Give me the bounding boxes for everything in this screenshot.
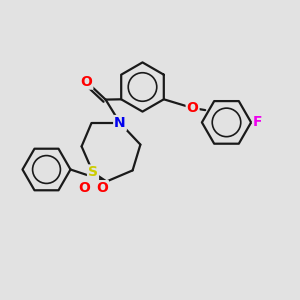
- Text: N: N: [114, 116, 126, 130]
- Text: O: O: [96, 181, 108, 195]
- Text: F: F: [253, 116, 262, 129]
- Text: O: O: [187, 101, 199, 115]
- Text: O: O: [80, 75, 92, 88]
- Text: S: S: [88, 166, 98, 179]
- Text: O: O: [78, 181, 90, 195]
